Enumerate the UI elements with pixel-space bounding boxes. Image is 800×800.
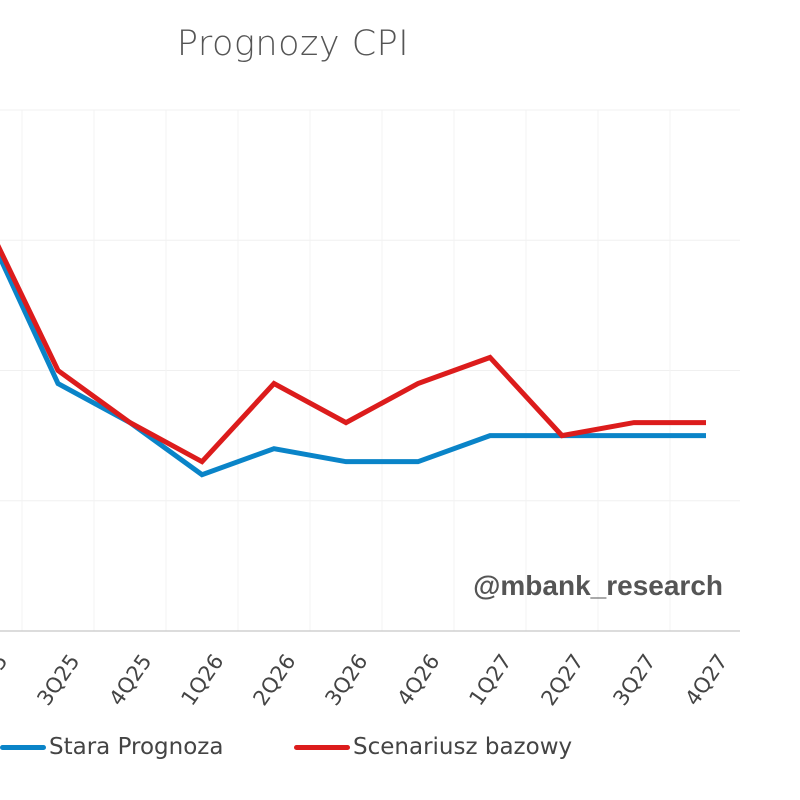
x-tick-label: 3Q27	[608, 650, 660, 710]
x-tick-label: 2Q26	[248, 650, 300, 710]
watermark: @mbank_research	[473, 570, 723, 601]
legend-item-stara-prognoza: Stara Prognoza	[0, 734, 223, 760]
x-tick-label: 4Q26	[392, 650, 444, 710]
legend-label: Stara Prognoza	[49, 734, 224, 760]
x-tick-label: 1Q27	[464, 650, 516, 710]
x-tick-label: 2Q25	[0, 650, 13, 710]
series-line-stara-prognoza	[0, 251, 706, 478]
x-tick-label: 3Q26	[320, 650, 372, 710]
x-tick-label: 4Q25	[104, 650, 156, 710]
series-line-scenariusz-bazowy	[0, 244, 706, 465]
chart-title: Prognozy CPI	[176, 24, 410, 64]
x-tick-label: 1Q26	[176, 650, 228, 710]
x-tick-label: 2Q27	[536, 650, 588, 710]
legend-swatch-red	[294, 744, 350, 750]
legend-item-scenariusz-bazowy: Scenariusz bazowy	[294, 734, 572, 760]
x-tick-label: 4Q27	[680, 650, 732, 710]
legend-label: Scenariusz bazowy	[353, 734, 573, 760]
x-tick-label: 3Q25	[32, 650, 84, 710]
legend-swatch-blue	[0, 744, 46, 750]
